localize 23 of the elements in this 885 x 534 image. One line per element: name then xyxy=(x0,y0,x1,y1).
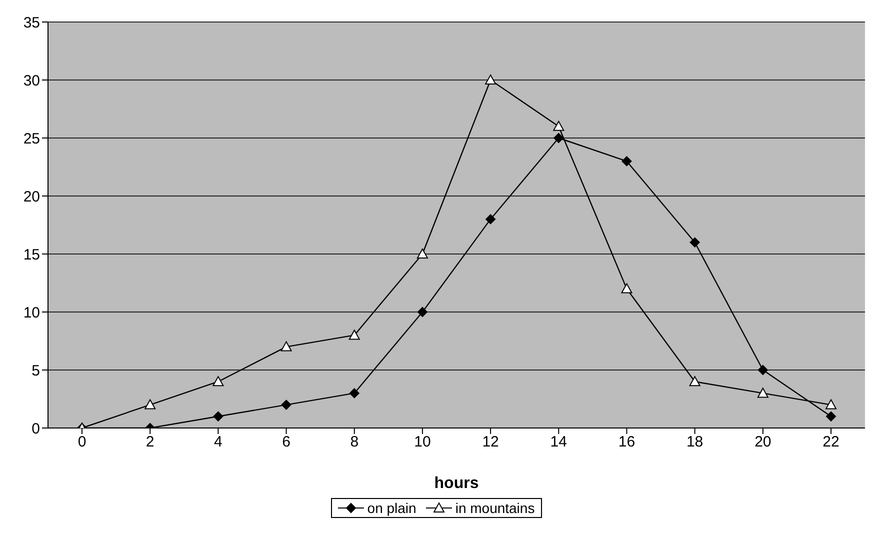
y-tick-label: 0 xyxy=(32,420,40,438)
x-tick-label: 12 xyxy=(482,434,499,451)
x-tick-label: 16 xyxy=(618,434,636,451)
y-tick-label: 10 xyxy=(23,304,40,322)
x-tick-label: 2 xyxy=(146,434,154,451)
x-tick-label: 8 xyxy=(350,434,359,451)
y-tick-label: 25 xyxy=(23,130,40,148)
y-tick-label: 35 xyxy=(23,14,40,32)
x-tick-label: 18 xyxy=(686,434,704,451)
x-axis-title: hours xyxy=(434,475,479,492)
x-tick-label: 20 xyxy=(754,434,772,451)
y-tick-label: 15 xyxy=(23,246,40,264)
y-tick-label: 5 xyxy=(32,362,40,380)
x-tick-label: 0 xyxy=(78,434,86,451)
y-tick-label: 20 xyxy=(23,188,40,206)
y-tick-label: 30 xyxy=(23,72,40,90)
legend-label: on plain xyxy=(366,500,416,516)
x-tick-label: 14 xyxy=(550,434,567,451)
x-tick-label: 10 xyxy=(414,434,431,451)
legend-label: in mountains xyxy=(454,500,535,516)
x-tick-label: 4 xyxy=(214,434,222,451)
x-tick-label: 22 xyxy=(822,434,840,451)
x-tick-label: 6 xyxy=(282,434,290,451)
